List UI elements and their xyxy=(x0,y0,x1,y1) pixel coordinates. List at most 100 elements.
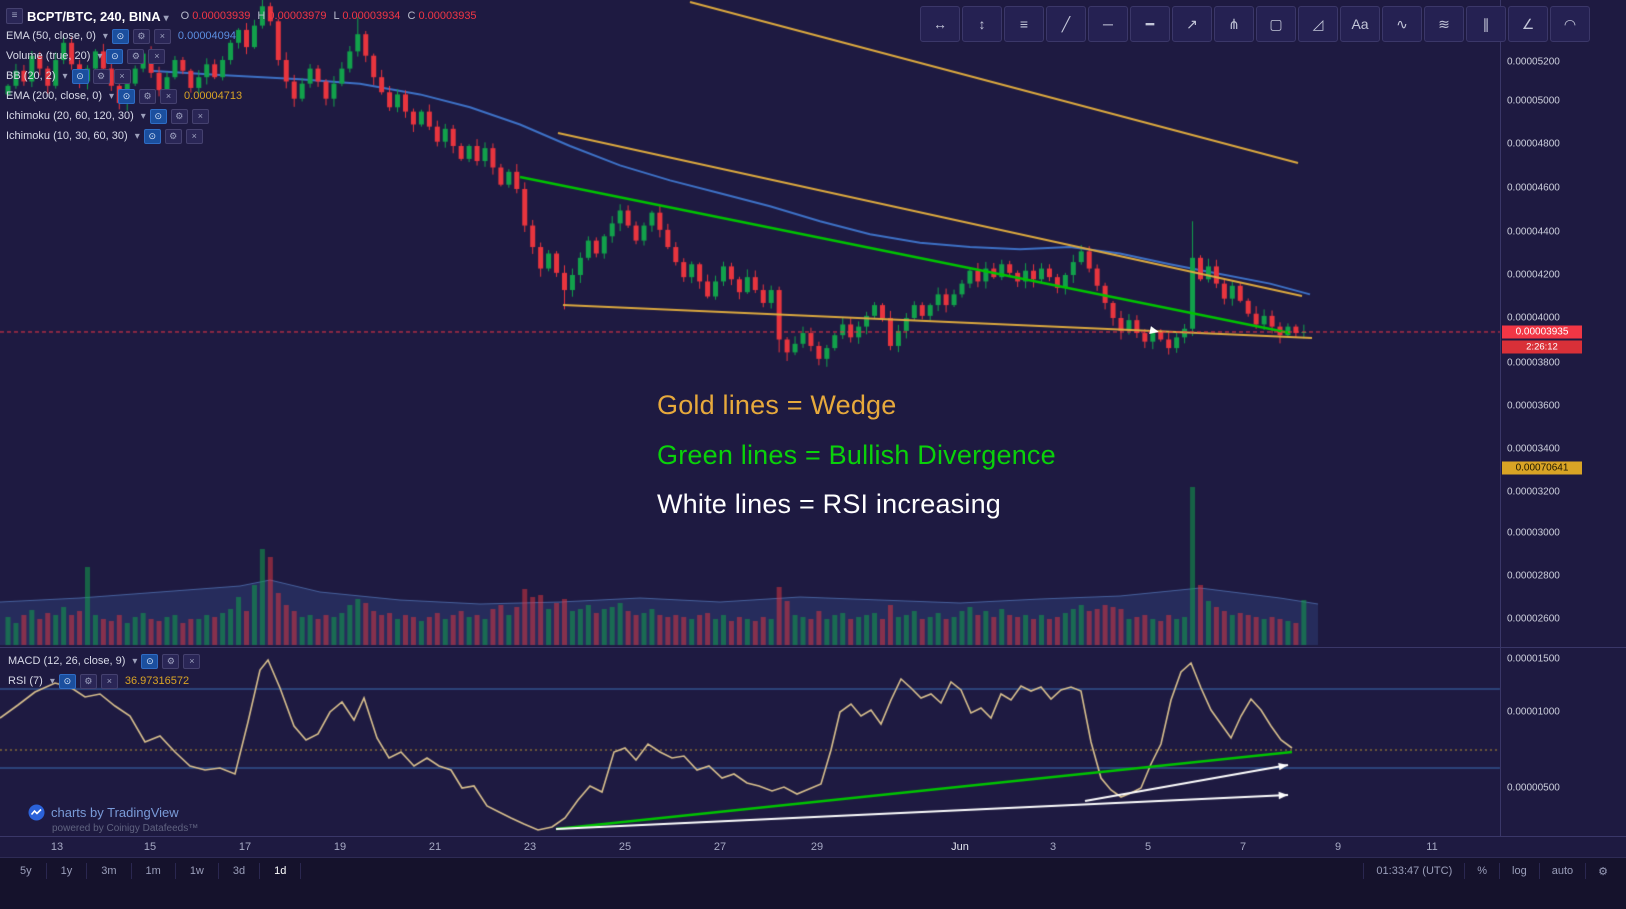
xabcd-pattern-tool-button[interactable]: ∿ xyxy=(1382,6,1422,42)
time-label-15[interactable]: 15 xyxy=(143,841,157,853)
log-scale-button[interactable]: log xyxy=(1499,863,1539,879)
bar-pattern-tool-button[interactable]: ∥ xyxy=(1466,6,1506,42)
elliott-wave-tool-button[interactable]: ≋ xyxy=(1424,6,1464,42)
range-button-1w[interactable]: 1w xyxy=(176,863,219,879)
range-button-1m[interactable]: 1m xyxy=(132,863,176,879)
range-button-3d[interactable]: 3d xyxy=(219,863,261,879)
time-label-11[interactable]: 11 xyxy=(1426,841,1438,853)
ray-tool-button[interactable]: ─ xyxy=(1088,6,1128,42)
visibility-eye-icon[interactable]: ⊙ xyxy=(106,48,124,64)
align-tool-button[interactable]: ↕ xyxy=(962,6,1002,42)
settings-gear-icon[interactable]: ⚙ xyxy=(164,128,182,144)
time-label-7[interactable]: 7 xyxy=(1239,841,1247,853)
indicator-row-ichimoku-20-60-120-30: Ichimoku (20, 60, 120, 30) ▾ ⊙ ⚙ × xyxy=(6,106,484,126)
sub-price-label: 0.00000500 xyxy=(1507,782,1560,794)
range-button-1d[interactable]: 1d xyxy=(260,863,302,879)
rectangle-tool-button[interactable]: ▢ xyxy=(1256,6,1296,42)
time-label-17[interactable]: 17 xyxy=(238,841,252,853)
time-axis[interactable]: 13 15 17 19 21 23 25 27 29 Jun 3 5 7 9 11 xyxy=(0,836,1626,857)
sub-indicator-row-macd-12-26-close-9: MACD (12, 26, close, 9) ▾ ⊙ ⚙ × xyxy=(8,651,201,671)
ohlc-values: O 0.00003939 H 0.00003979 L 0.00003934 C 0.… xyxy=(181,10,484,22)
sub-indicator-label[interactable]: MACD (12, 26, close, 9) xyxy=(8,655,126,667)
time-label-jun[interactable]: Jun xyxy=(951,841,969,853)
tradingview-link[interactable]: charts by TradingView xyxy=(28,804,198,821)
visibility-eye-icon[interactable]: ⊙ xyxy=(71,68,89,84)
auto-scale-button[interactable]: auto xyxy=(1538,863,1585,879)
time-label-29[interactable]: 29 xyxy=(810,841,824,853)
indicator-label[interactable]: EMA (50, close, 0) xyxy=(6,30,96,42)
horizontal-line-tool-button[interactable]: ━ xyxy=(1130,6,1170,42)
symbol-title[interactable]: BCPT/BTC, 240, BINA ▾ xyxy=(27,9,169,24)
line-style-tool-button[interactable]: ≡ xyxy=(1004,6,1044,42)
measure-tool-button[interactable]: ↔ xyxy=(920,6,960,42)
close-icon[interactable]: × xyxy=(185,128,203,144)
sub-price-label: 0.00001000 xyxy=(1507,706,1560,718)
price-label: 0.00003400 xyxy=(1507,443,1560,455)
visibility-eye-icon[interactable]: ⊙ xyxy=(118,88,136,104)
settings-gear-icon[interactable]: ⚙ xyxy=(92,68,110,84)
indicator-label[interactable]: EMA (200, close, 0) xyxy=(6,90,102,102)
close-icon[interactable]: × xyxy=(183,653,201,669)
rectangle-tool-icon: ▢ xyxy=(1269,15,1283,32)
time-label-27[interactable]: 27 xyxy=(713,841,727,853)
annotation-white-rsi[interactable]: White lines = RSI increasing xyxy=(657,489,1001,519)
pitchfork-tool-button[interactable]: ⋔ xyxy=(1214,6,1254,42)
sub-pane-legend-list: MACD (12, 26, close, 9) ▾ ⊙ ⚙ × RSI (7) ▾ ⊙ ⚙ × 36… xyxy=(8,651,201,691)
close-icon[interactable]: × xyxy=(153,28,171,44)
visibility-eye-icon[interactable]: ⊙ xyxy=(149,108,167,124)
percent-scale-button[interactable]: % xyxy=(1464,863,1499,879)
time-label-21[interactable]: 21 xyxy=(428,841,442,853)
close-icon[interactable]: × xyxy=(160,88,178,104)
settings-button[interactable]: ⚙ xyxy=(1585,863,1620,879)
settings-gear-icon[interactable]: ⚙ xyxy=(132,28,150,44)
arrow-tool-button[interactable]: ↗ xyxy=(1172,6,1212,42)
settings-gear-icon[interactable]: ⚙ xyxy=(79,673,97,689)
visibility-eye-icon[interactable]: ⊙ xyxy=(111,28,129,44)
settings-gear-icon[interactable]: ⚙ xyxy=(127,48,145,64)
close-icon[interactable]: × xyxy=(100,673,118,689)
trend-angle-tool-button[interactable]: ∠ xyxy=(1508,6,1548,42)
price-label: 0.00004800 xyxy=(1507,138,1560,150)
ohlc-key-h: H xyxy=(257,10,269,22)
settings-gear-icon[interactable]: ⚙ xyxy=(162,653,180,669)
close-icon[interactable]: × xyxy=(148,48,166,64)
time-label-3[interactable]: 3 xyxy=(1049,841,1057,853)
menu-icon[interactable]: ≡ xyxy=(6,8,23,24)
annotation-green-divergence[interactable]: Green lines = Bullish Divergence xyxy=(657,440,1056,470)
time-label-23[interactable]: 23 xyxy=(523,841,537,853)
indicator-label[interactable]: Ichimoku (10, 30, 60, 30) xyxy=(6,130,128,142)
clock-display: 01:33:47 (UTC) xyxy=(1363,863,1464,879)
triangle-tool-button[interactable]: ◿ xyxy=(1298,6,1338,42)
settings-gear-icon[interactable]: ⚙ xyxy=(139,88,157,104)
sub-indicator-label[interactable]: RSI (7) xyxy=(8,675,43,687)
range-button-3m[interactable]: 3m xyxy=(87,863,132,879)
time-label-9[interactable]: 9 xyxy=(1334,841,1342,853)
annotation-gold-wedge[interactable]: Gold lines = Wedge xyxy=(657,390,897,420)
horizontal-line-tool-icon: ━ xyxy=(1145,15,1155,32)
range-button-5y[interactable]: 5y xyxy=(6,863,47,879)
trend-line-tool-button[interactable]: ╱ xyxy=(1046,6,1086,42)
time-label-13[interactable]: 13 xyxy=(50,841,64,853)
price-axis[interactable]: 0.00005200 0.00005000 0.00004800 0.00004600… xyxy=(1500,0,1626,836)
visibility-eye-icon[interactable]: ⊙ xyxy=(58,673,76,689)
price-label: 0.00003600 xyxy=(1507,400,1560,412)
range-button-1y[interactable]: 1y xyxy=(47,863,88,879)
price-label: 0.00004000 xyxy=(1507,312,1560,324)
close-icon[interactable]: × xyxy=(191,108,209,124)
indicator-label[interactable]: BB (20, 2) xyxy=(6,70,56,82)
pane-divider[interactable] xyxy=(0,647,1626,648)
time-label-19[interactable]: 19 xyxy=(333,841,347,853)
settings-gear-icon[interactable]: ⚙ xyxy=(170,108,188,124)
indicator-label[interactable]: Ichimoku (20, 60, 120, 30) xyxy=(6,110,134,122)
indicator-label[interactable]: Volume (true, 20) xyxy=(6,50,91,62)
arrow-marker-drawing[interactable] xyxy=(1149,326,1160,336)
curve-tool-button[interactable]: ◠ xyxy=(1550,6,1590,42)
close-icon[interactable]: × xyxy=(113,68,131,84)
text-tool-button[interactable]: Aa xyxy=(1340,6,1380,42)
time-label-5[interactable]: 5 xyxy=(1144,841,1152,853)
visibility-eye-icon[interactable]: ⊙ xyxy=(143,128,161,144)
visibility-eye-icon[interactable]: ⊙ xyxy=(141,653,159,669)
sub-indicator-row-rsi-7: RSI (7) ▾ ⊙ ⚙ × 36.97316572 xyxy=(8,671,200,691)
time-label-25[interactable]: 25 xyxy=(618,841,632,853)
